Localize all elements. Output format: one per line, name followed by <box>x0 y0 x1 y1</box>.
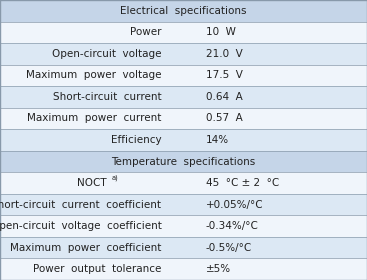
Bar <box>0 172 367 194</box>
Text: Efficiency: Efficiency <box>111 135 161 145</box>
Bar <box>0 151 367 172</box>
Text: Electrical  specifications: Electrical specifications <box>120 6 247 16</box>
Text: 14%: 14% <box>206 135 229 145</box>
Bar <box>0 86 367 108</box>
Text: Open-circuit  voltage  coefficient: Open-circuit voltage coefficient <box>0 221 161 231</box>
Text: 0.57  A: 0.57 A <box>206 113 242 123</box>
Text: Open-circuit  voltage: Open-circuit voltage <box>52 49 161 59</box>
Bar <box>0 237 367 258</box>
Bar <box>0 129 367 151</box>
Text: NOCT: NOCT <box>77 178 106 188</box>
Bar <box>0 22 367 43</box>
Text: +0.05%/°C: +0.05%/°C <box>206 200 263 210</box>
Bar <box>0 194 367 215</box>
Text: -0.5%/°C: -0.5%/°C <box>206 243 252 253</box>
Text: Maximum  power  coefficient: Maximum power coefficient <box>10 243 161 253</box>
Bar <box>0 65 367 86</box>
Text: Temperature  specifications: Temperature specifications <box>111 157 256 167</box>
Text: Short-circuit  current: Short-circuit current <box>53 92 161 102</box>
Bar <box>0 0 367 22</box>
Bar <box>0 108 367 129</box>
Text: 17.5  V: 17.5 V <box>206 70 242 80</box>
Text: Power  output  tolerance: Power output tolerance <box>33 264 161 274</box>
Text: -0.34%/°C: -0.34%/°C <box>206 221 258 231</box>
Text: 0.64  A: 0.64 A <box>206 92 242 102</box>
Bar <box>0 215 367 237</box>
Text: a): a) <box>112 174 119 181</box>
Text: Short-circuit  current  coefficient: Short-circuit current coefficient <box>0 200 161 210</box>
Text: Maximum  power  voltage: Maximum power voltage <box>26 70 161 80</box>
Text: Maximum  power  current: Maximum power current <box>27 113 161 123</box>
Text: Power: Power <box>130 27 161 37</box>
Text: 21.0  V: 21.0 V <box>206 49 242 59</box>
Text: ±5%: ±5% <box>206 264 230 274</box>
Text: 45  °C ± 2  °C: 45 °C ± 2 °C <box>206 178 279 188</box>
Text: 10  W: 10 W <box>206 27 235 37</box>
Bar <box>0 43 367 65</box>
Bar <box>0 258 367 280</box>
